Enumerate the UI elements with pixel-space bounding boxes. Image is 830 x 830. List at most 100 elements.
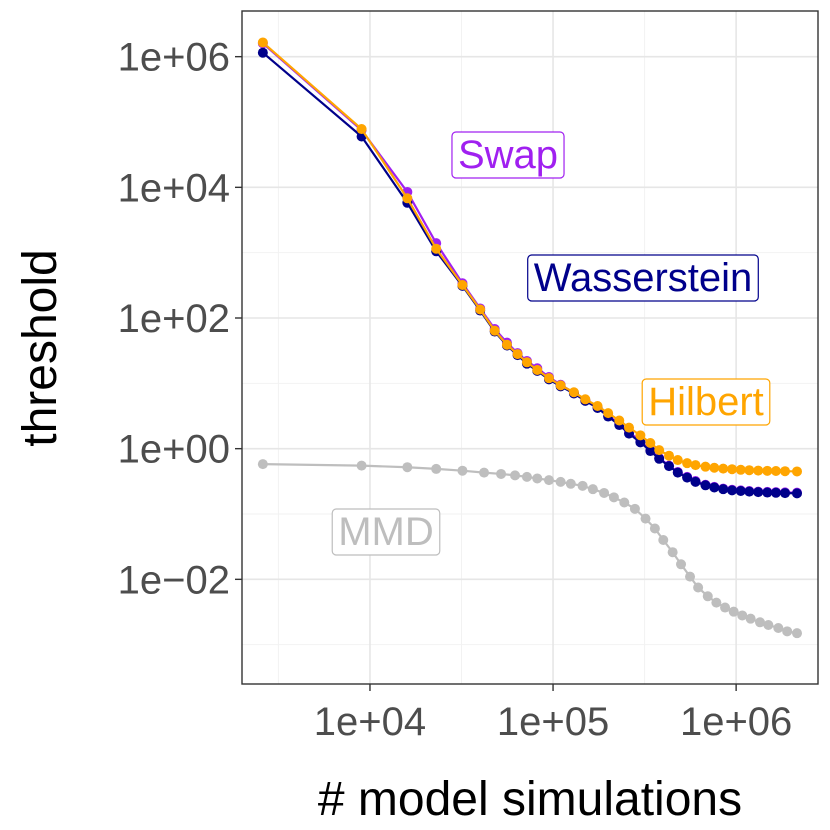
data-point-wasserstein (672, 467, 683, 478)
y-tick-label: 1e+06 (118, 36, 230, 80)
label-text: Hilbert (648, 380, 764, 424)
data-point-hilbert (624, 422, 635, 433)
data-point-hilbert (792, 466, 802, 477)
data-point-hilbert (555, 380, 566, 391)
label-text: Wasserstein (534, 256, 753, 300)
data-point-mmd (658, 535, 669, 545)
series-labels: MMD Swap Wasserstein Hilbert (331, 131, 771, 556)
grid (242, 11, 818, 684)
data-point-mmd (599, 487, 610, 498)
x-axis-title: # model simulations (318, 773, 742, 826)
y-tick-label: 1e+02 (118, 297, 230, 341)
data-point-hilbert (780, 466, 791, 477)
label-swap: Swap (451, 131, 565, 179)
data-point-wasserstein (257, 47, 268, 58)
data-point-hilbert (690, 460, 701, 471)
data-point-mmd (532, 473, 543, 484)
data-point-hilbert (654, 445, 665, 456)
data-point-hilbert (770, 466, 781, 477)
data-point-hilbert (709, 462, 720, 473)
data-point-wasserstein (718, 484, 729, 495)
data-point-wasserstein (727, 485, 738, 496)
data-point-mmd (720, 602, 731, 613)
data-point-hilbert (603, 408, 614, 419)
data-point-hilbert (700, 461, 711, 472)
series-layer (257, 37, 802, 639)
data-point-wasserstein (682, 472, 693, 483)
data-point-mmd (257, 459, 268, 470)
data-point-wasserstein (792, 488, 802, 499)
data-point-mmd (711, 597, 722, 608)
y-tick-label: 1e+04 (118, 166, 230, 210)
data-point-mmd (728, 606, 739, 617)
data-point-hilbert (431, 243, 442, 254)
data-point-hilbert (672, 455, 683, 466)
plot-panel (242, 11, 818, 684)
data-point-mmd (629, 503, 640, 514)
data-point-mmd (649, 523, 660, 534)
x-tick-label: 1e+05 (497, 700, 609, 744)
data-point-hilbert (257, 37, 268, 48)
data-point-mmd (402, 462, 413, 473)
axis-ticks: 1e+04 1e+05 1e+06 1e+06 1e+04 1e+02 1e+00 1e−02 (118, 36, 793, 744)
series-mmd (257, 459, 802, 639)
data-point-mmd (792, 628, 802, 639)
plot-border (241, 10, 819, 685)
label-text: Swap (458, 133, 558, 177)
data-point-hilbert (475, 304, 486, 315)
x-tick-label: 1e+04 (314, 700, 426, 744)
data-point-mmd (431, 463, 442, 474)
data-point-wasserstein (735, 485, 746, 496)
data-point-hilbert (568, 387, 579, 398)
series-hilbert (257, 37, 802, 477)
data-point-mmd (773, 622, 784, 633)
data-point-hilbert (753, 465, 764, 476)
data-point-mmd (763, 620, 774, 630)
data-point-hilbert (762, 465, 773, 476)
label-wasserstein: Wasserstein (527, 254, 759, 302)
data-point-wasserstein (709, 482, 720, 493)
data-point-hilbert (512, 349, 523, 360)
data-point-wasserstein (770, 487, 781, 498)
data-point-mmd (510, 470, 521, 481)
data-point-hilbert (592, 400, 603, 411)
data-point-mmd (667, 547, 678, 558)
data-point-hilbert (543, 373, 554, 384)
data-point-hilbert (356, 124, 367, 135)
data-point-mmd (565, 478, 576, 489)
data-point-hilbert (532, 365, 543, 375)
data-point-hilbert (727, 464, 738, 475)
data-point-mmd (693, 582, 704, 593)
label-box (451, 131, 565, 179)
y-tick-label: 1e+00 (118, 428, 230, 472)
y-tick-label: 1e−02 (118, 558, 230, 602)
y-axis-title: threshold (14, 249, 67, 446)
data-point-mmd (457, 465, 468, 476)
label-mmd: MMD (331, 508, 441, 556)
data-point-hilbert (457, 280, 468, 290)
label-hilbert: Hilbert (641, 378, 771, 426)
data-point-mmd (587, 484, 598, 495)
data-point-mmd (543, 475, 554, 486)
data-point-wasserstein (753, 487, 764, 498)
data-point-hilbert (501, 339, 512, 350)
data-point-mmd (577, 480, 588, 491)
data-point-mmd (755, 617, 765, 628)
data-point-hilbert (402, 193, 413, 204)
data-point-wasserstein (744, 486, 755, 497)
data-point-wasserstein (762, 487, 773, 498)
data-point-hilbert (682, 458, 693, 469)
data-point-hilbert (645, 438, 656, 449)
data-point-hilbert (614, 415, 625, 426)
data-point-wasserstein (635, 437, 646, 448)
data-point-mmd (521, 471, 532, 482)
label-box (641, 378, 771, 426)
data-point-mmd (685, 571, 696, 582)
data-point-wasserstein (690, 476, 701, 487)
data-point-wasserstein (645, 446, 656, 457)
data-point-hilbert (664, 450, 675, 461)
data-point-mmd (555, 476, 566, 487)
data-point-hilbert (744, 465, 755, 476)
data-point-hilbert (635, 430, 646, 441)
data-point-mmd (782, 626, 793, 637)
